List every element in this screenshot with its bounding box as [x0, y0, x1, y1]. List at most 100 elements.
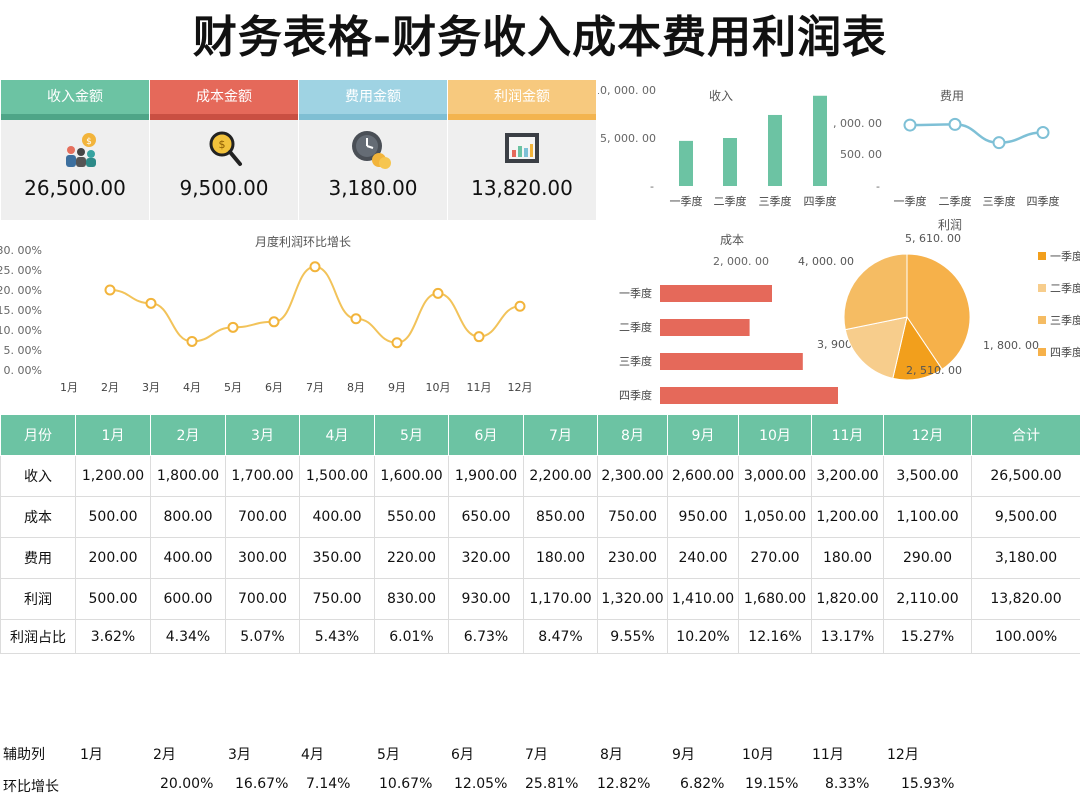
x-tick-label: 一季度: [670, 194, 703, 208]
x-tick-label: 四季度: [1027, 194, 1060, 208]
x-tick-label: 二季度: [714, 194, 747, 208]
table-cell: 1,820.00: [811, 578, 884, 620]
table-cell: 2,300.00: [597, 455, 668, 497]
legend-swatch: [1038, 316, 1046, 324]
expense-point: [903, 118, 917, 132]
profit-pie-chart: 利润 5, 610. 00 4, 000. 00 3, 900. 00 1, 8…: [798, 218, 1080, 381]
row-label: 利润: [0, 578, 76, 620]
axis-label: 2, 000. 00: [713, 255, 769, 268]
table-cell: 2,200.00: [523, 455, 598, 497]
growth-point: [268, 316, 280, 328]
table-cell: 3,500.00: [883, 455, 972, 497]
table-cell: 1,320.00: [597, 578, 668, 620]
growth-point: [514, 300, 526, 312]
table-cell: 1,500.00: [299, 455, 375, 497]
table-header-cell: 3月: [225, 414, 300, 456]
table-cell: 200.00: [75, 537, 151, 579]
x-tick-label: 3月: [142, 381, 160, 394]
y-tick: 20. 00%: [0, 284, 42, 297]
cost-bar: [660, 387, 838, 404]
legend-swatch: [1038, 348, 1046, 356]
table-cell: 8.47%: [523, 619, 598, 654]
legend-swatch: [1038, 284, 1046, 292]
growth-line: [109, 265, 521, 344]
table-cell: 1,050.00: [738, 496, 812, 538]
table-cell: 12.16%: [738, 619, 812, 654]
growth-point: [350, 313, 362, 325]
page-title: 财务表格-财务收入成本费用利润表: [192, 12, 888, 63]
table-header-cell: 2月: [150, 414, 226, 456]
table-cell: 400.00: [299, 496, 375, 538]
clock-coins-icon: [352, 131, 391, 169]
table-cell: 1,600.00: [374, 455, 449, 497]
growth-point: [432, 287, 444, 299]
growth-point: [473, 331, 485, 343]
table-cell: 750.00: [597, 496, 668, 538]
table-cell: 650.00: [448, 496, 524, 538]
helper-cell: 19.15%: [745, 776, 799, 792]
y-tick: 10, 000. 00: [598, 84, 656, 97]
table-cell: 5.07%: [225, 619, 300, 654]
table-row: 成本 500.00 800.00 700.00 400.00 550.00 650.00 85…: [0, 496, 1080, 538]
helper-cell: 16.67%: [235, 776, 289, 792]
helper-row-label: 环比增长: [3, 779, 59, 795]
growth-point: [309, 261, 321, 273]
x-tick-label: 2月: [101, 381, 119, 394]
table-header-cell: 7月: [523, 414, 598, 456]
growth-point: [145, 297, 157, 309]
table-cell: 1,200.00: [75, 455, 151, 497]
table-cell: 1,680.00: [738, 578, 812, 620]
helper-cell: 8.33%: [825, 776, 870, 792]
data-label: 1, 800. 00: [983, 339, 1039, 352]
helper-cell: 7.14%: [306, 776, 351, 792]
table-cell: 830.00: [374, 578, 449, 620]
x-tick-label: 4月: [183, 381, 201, 394]
kpi-card-income: 收入金额 $ 26,500.00: [1, 80, 149, 220]
svg-text:$: $: [86, 137, 92, 147]
helper-cell: 5月: [377, 747, 400, 763]
table-cell: 2,600.00: [667, 455, 739, 497]
helper-cell: 11月: [812, 747, 844, 763]
x-tick-label: 6月: [265, 381, 283, 394]
table-header-cell: 1月: [75, 414, 151, 456]
table-header-cell: 5月: [374, 414, 449, 456]
cost-bar: [660, 285, 772, 302]
kpi-card-cost: 成本金额 $ 9,500.00: [150, 80, 298, 220]
helper-cell: 7月: [525, 747, 548, 763]
kpi-card-expense: 费用金额 3,180.00: [299, 80, 447, 220]
helper-cell: 10月: [742, 747, 774, 763]
table-cell: 15.27%: [883, 619, 972, 654]
pie-slice: [843, 253, 908, 331]
kpi-value: 9,500.00: [179, 176, 269, 200]
expense-point: [948, 117, 962, 131]
row-label: 收入: [0, 455, 76, 497]
kpi-card-profit: 利润金额 13,820.00: [448, 80, 596, 220]
table-cell: 10.20%: [667, 619, 739, 654]
x-tick-label: 四季度: [804, 194, 837, 208]
helper-cell: 15.93%: [901, 776, 955, 792]
x-tick-label: 10月: [426, 381, 451, 394]
table-cell: 13,820.00: [971, 578, 1080, 620]
helper-cell: 6.82%: [680, 776, 725, 792]
table-cell: 930.00: [448, 578, 524, 620]
income-bar: [679, 140, 693, 186]
legend-label: 四季度: [1050, 345, 1080, 359]
table-cell: 290.00: [883, 537, 972, 579]
row-label: 成本: [0, 496, 76, 538]
table-header-cell: 4月: [299, 414, 375, 456]
table-header-cell: 11月: [811, 414, 884, 456]
growth-point: [104, 284, 116, 296]
table-cell: 950.00: [667, 496, 739, 538]
table-cell: 3.62%: [75, 619, 151, 654]
y-tick: 15. 00%: [0, 304, 42, 317]
growth-point: [391, 337, 403, 349]
table-cell: 1,100.00: [883, 496, 972, 538]
helper-cell: 1月: [80, 747, 103, 763]
table-cell: 800.00: [150, 496, 226, 538]
data-label: 2, 510. 00: [906, 364, 962, 377]
chart-title: 费用: [940, 89, 964, 103]
income-bar: [723, 138, 737, 186]
table-cell: 600.00: [150, 578, 226, 620]
x-tick-label: 5月: [224, 381, 242, 394]
